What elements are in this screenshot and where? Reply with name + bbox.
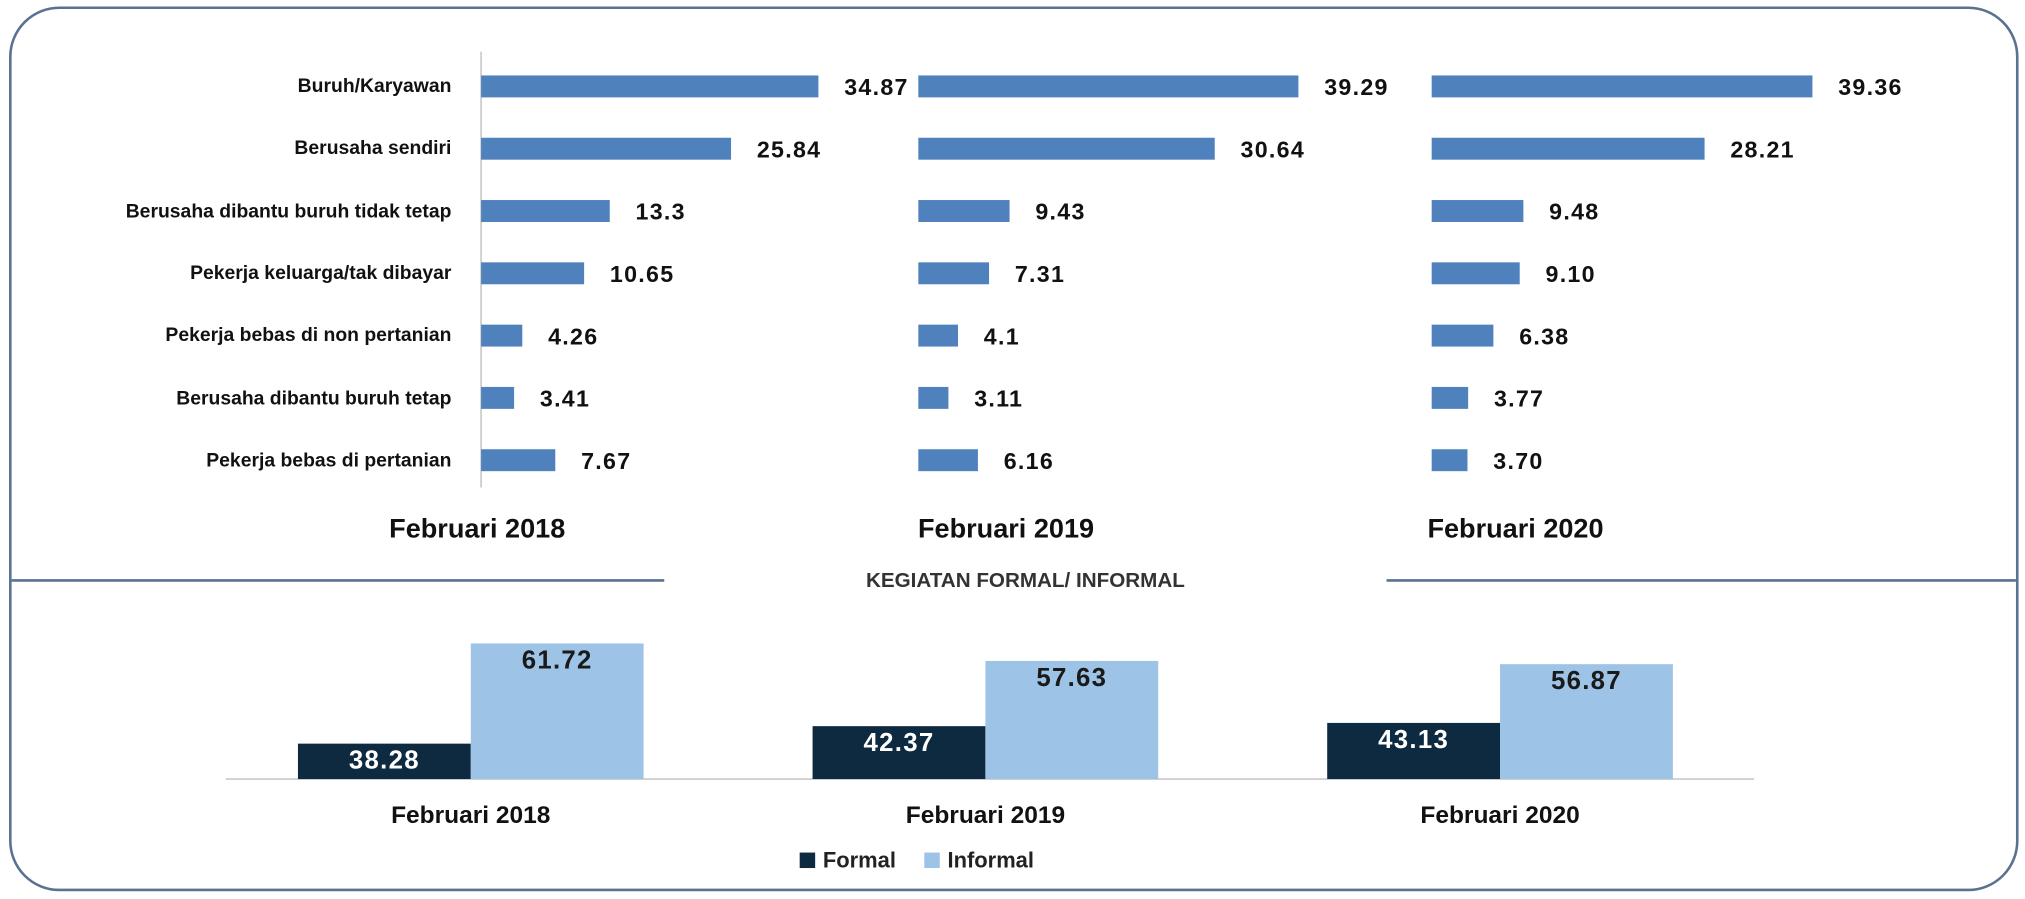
legend-label: Informal (948, 847, 1034, 872)
bar (481, 200, 610, 222)
legend-swatch (799, 852, 816, 869)
bar (481, 449, 556, 472)
bar (481, 324, 523, 347)
x-tick-label: Februari 2019 (906, 802, 1065, 829)
value-label: 3.41 (540, 386, 590, 412)
value-label: 28.21 (1730, 136, 1795, 162)
value-label: 57.63 (1036, 664, 1107, 692)
value-label: 6.38 (1519, 323, 1569, 349)
panel-title: Februari 2020 (1427, 512, 1603, 543)
category-label: Berusaha sendiri (294, 137, 452, 160)
bar (1500, 664, 1673, 780)
bar (1431, 324, 1494, 347)
value-label: 3.70 (1493, 448, 1543, 474)
bar (918, 324, 958, 347)
bar (918, 386, 949, 409)
value-label: 9.10 (1546, 261, 1596, 287)
category-label: Pekerja bebas di non pertanian (165, 324, 452, 347)
value-label: 38.28 (349, 747, 420, 775)
bar (481, 137, 732, 160)
value-label: 25.84 (757, 136, 822, 162)
bar (481, 386, 515, 409)
legend-label: Formal (823, 847, 896, 872)
category-label: Berusaha dibantu buruh tetap (176, 386, 452, 409)
x-tick-label: Februari 2018 (391, 802, 550, 829)
bar (481, 262, 585, 285)
value-label: 3.77 (1494, 386, 1544, 412)
value-label: 42.37 (864, 729, 935, 757)
value-label: 4.26 (548, 323, 598, 349)
value-label: 7.31 (1015, 261, 1065, 287)
x-tick-label: Februari 2020 (1420, 802, 1579, 829)
bar (918, 200, 1010, 222)
bar (918, 75, 1299, 98)
value-label: 34.87 (844, 74, 909, 100)
legend-swatch (924, 852, 940, 869)
category-label: Pekerja bebas di pertanian (206, 449, 452, 472)
bar (918, 137, 1215, 160)
bar (918, 262, 990, 285)
bar (297, 743, 471, 780)
bar (1431, 75, 1813, 98)
value-label: 39.29 (1324, 74, 1389, 100)
bar (1431, 386, 1469, 409)
category-label: Berusaha dibantu buruh tidak tetap (125, 200, 452, 222)
value-label: 56.87 (1551, 667, 1622, 695)
bar (470, 643, 644, 780)
value-label: 13.3 (636, 199, 686, 225)
value-label: 4.1 (984, 323, 1020, 349)
bar (481, 75, 819, 98)
bar (812, 726, 986, 780)
bar (1431, 137, 1705, 160)
bar (1431, 262, 1520, 285)
value-label: 39.36 (1838, 74, 1903, 100)
bar (918, 449, 978, 472)
value-label: 7.67 (581, 448, 631, 474)
panel-title: Februari 2018 (389, 512, 565, 543)
value-label: 9.43 (1035, 199, 1085, 225)
category-label: Buruh/Karyawan (297, 75, 452, 98)
frame (9, 6, 2019, 892)
value-label: 9.48 (1549, 199, 1599, 225)
value-label: 43.13 (1378, 726, 1449, 754)
bar (1327, 722, 1501, 780)
value-label: 6.16 (1004, 448, 1054, 474)
value-label: 30.64 (1241, 136, 1306, 162)
category-label: Pekerja keluarga/tak dibayar (190, 262, 452, 285)
bar (985, 660, 1159, 780)
value-label: 61.72 (522, 646, 593, 674)
bar (1431, 449, 1468, 472)
panel-title: Februari 2019 (918, 512, 1094, 543)
section-title: KEGIATAN FORMAL/ INFORMAL (866, 569, 1185, 592)
value-label: 10.65 (610, 261, 675, 287)
bar (1431, 200, 1524, 222)
value-label: 3.11 (974, 386, 1023, 412)
